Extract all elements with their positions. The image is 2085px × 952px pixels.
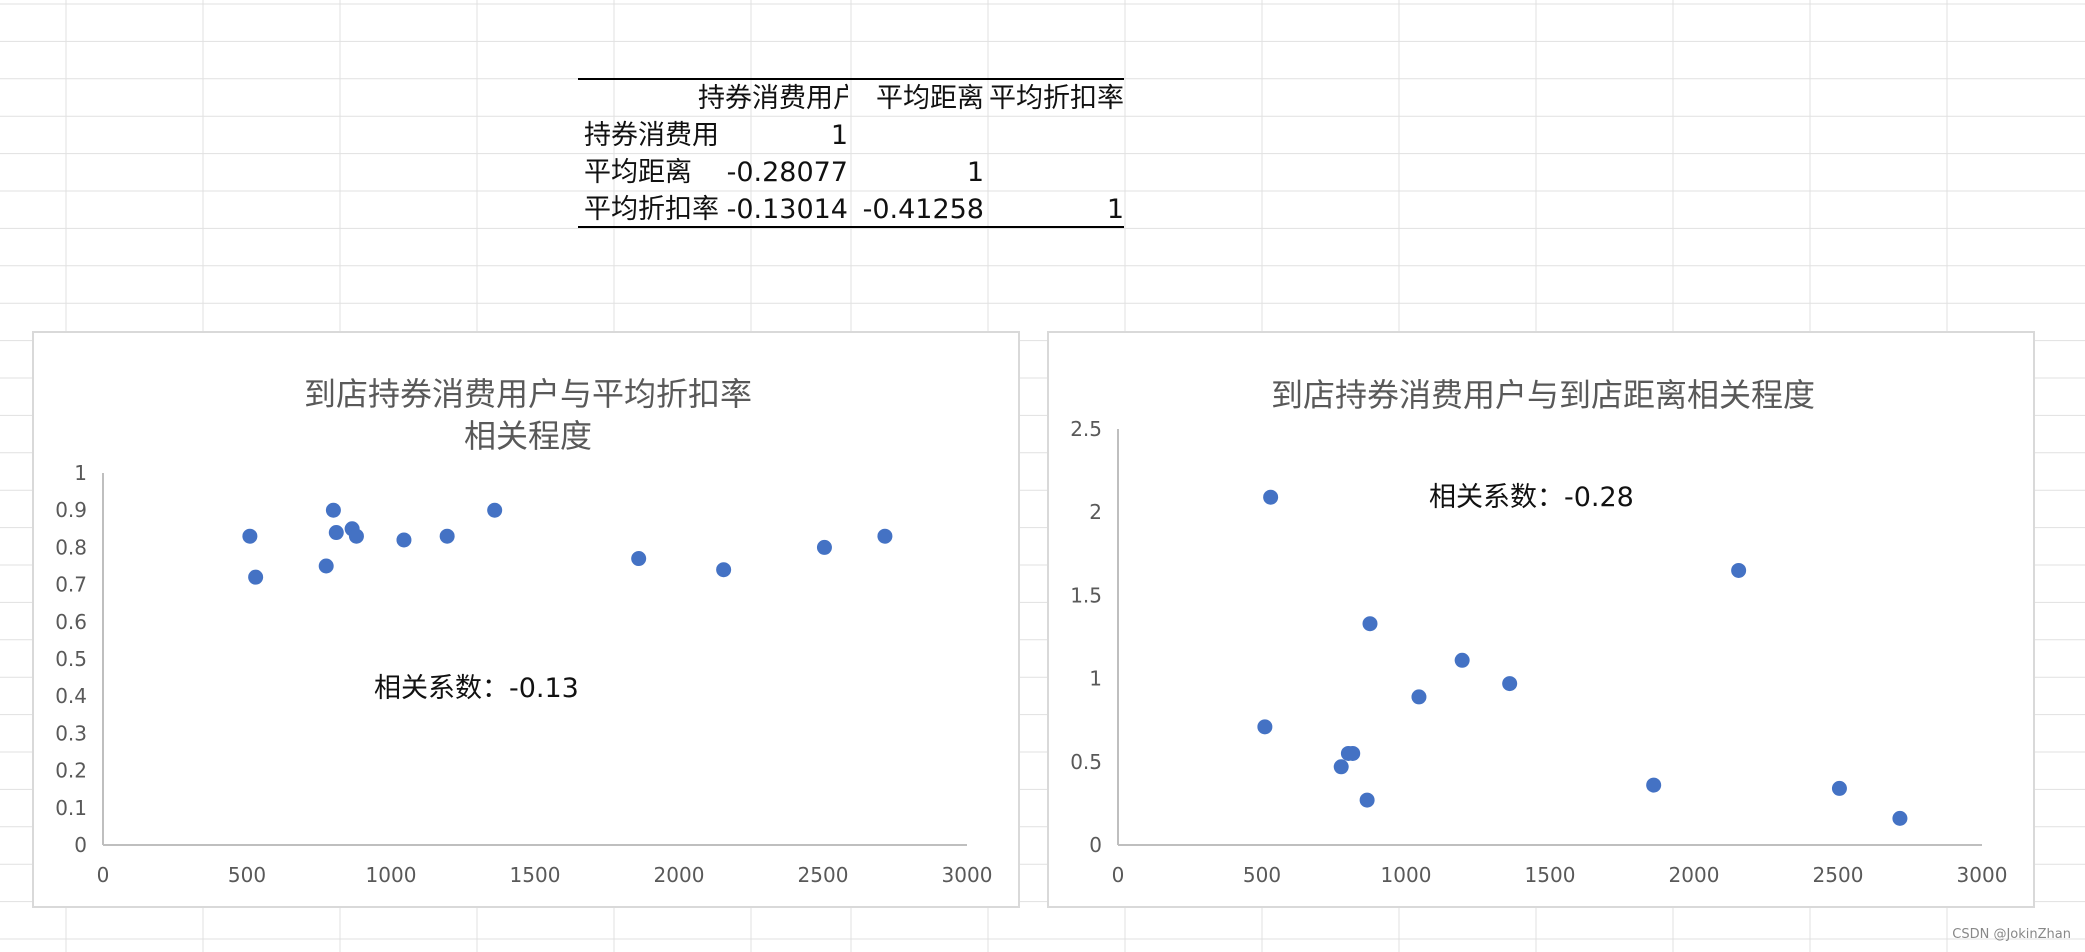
scatter-point[interactable] [816,539,832,555]
table-cell[interactable]: -0.28077 [726,157,848,188]
table-row-label-discount[interactable]: 平均折扣率 [584,194,718,225]
x-tick-label: 500 [1243,863,1281,887]
chart-title: 到店持券消费用户与平均折扣率 [304,375,752,413]
scatter-point[interactable] [1454,652,1470,668]
x-tick-label: 500 [228,863,266,887]
table-header-users[interactable]: 持券消费用户 [698,83,848,114]
scatter-point[interactable] [1362,616,1378,632]
scatter-point[interactable] [318,558,334,574]
y-tick-label: 0.7 [55,573,87,597]
scatter-point[interactable] [1263,489,1279,505]
table-header-distance[interactable]: 平均距离 [876,83,984,114]
y-tick-label: 1 [74,461,87,485]
chart-svg: 到店持券消费用户与到店距离相关程度 0 500 1000 1500 2000 2500 300… [1070,376,2008,887]
x-tick-label: 2000 [654,863,705,887]
y-tick-label: 0.6 [55,610,87,634]
x-tick-label: 3000 [1957,863,2008,887]
y-tick-label: 2 [1089,500,1102,524]
chart-discount-correlation[interactable]: 到店持券消费用户与平均折扣率 相关程度 0 500 1000 1500 2000 2500 30… [32,331,1020,908]
x-tick-label: 2000 [1669,863,1720,887]
scatter-point[interactable] [877,528,893,544]
scatter-point[interactable] [248,569,264,585]
table-cell[interactable]: -0.41258 [862,194,984,225]
scatter-point[interactable] [487,502,503,518]
x-tick-label: 1000 [366,863,417,887]
x-tick-label: 1500 [510,863,561,887]
scatter-point[interactable] [1831,780,1847,796]
y-tick-label: 2.5 [1070,417,1102,441]
correlation-annotation: 相关系数：-0.13 [374,673,579,704]
scatter-point[interactable] [328,525,344,541]
table-cell[interactable]: -0.13014 [726,194,848,225]
y-tick-label: 0.1 [55,796,87,820]
chart-title: 相关程度 [464,417,592,455]
y-tick-label: 0 [74,833,87,857]
table-borders [578,78,1124,228]
scatter-point[interactable] [1359,792,1375,808]
scatter-point[interactable] [242,528,258,544]
y-tick-label: 0 [1089,833,1102,857]
y-tick-label: 1 [1089,667,1102,691]
scatter-point[interactable] [716,562,732,578]
x-tick-label: 0 [1112,863,1125,887]
x-tick-label: 1500 [1525,863,1576,887]
scatter-point[interactable] [1345,745,1361,761]
chart-distance-correlation[interactable]: 到店持券消费用户与到店距离相关程度 0 500 1000 1500 2000 2500 300… [1047,331,2035,908]
watermark: CSDN @JokinZhan [1952,927,2071,942]
y-tick-label: 0.2 [55,759,87,783]
y-tick-label: 0.3 [55,721,87,745]
x-tick-label: 0 [97,863,110,887]
scatter-point[interactable] [348,528,364,544]
scatter-point[interactable] [631,551,647,567]
table-row-label-distance[interactable]: 平均距离 [584,157,692,188]
y-tick-label: 0.8 [55,535,87,559]
scatter-point[interactable] [1646,777,1662,793]
table-cell[interactable]: 1 [1106,194,1124,225]
scatter-point[interactable] [1411,689,1427,705]
table-cell[interactable]: 1 [966,157,984,188]
scatter-point[interactable] [325,502,341,518]
y-tick-label: 0.5 [1070,750,1102,774]
x-tick-label: 2500 [798,863,849,887]
y-tick-label: 0.5 [55,647,87,671]
scatter-point[interactable] [1257,719,1273,735]
x-tick-label: 2500 [1813,863,1864,887]
table-header-discount[interactable]: 平均折扣率 [989,83,1124,114]
y-tick-label: 0.4 [55,684,87,708]
x-tick-label: 1000 [1381,863,1432,887]
scatter-point[interactable] [1731,562,1747,578]
correlation-annotation: 相关系数：-0.28 [1429,482,1634,513]
table-cell[interactable]: 1 [830,120,848,151]
scatter-point[interactable] [1502,676,1518,692]
y-tick-label: 1.5 [1070,583,1102,607]
chart-title: 到店持券消费用户与到店距离相关程度 [1271,376,1815,414]
scatter-point[interactable] [439,528,455,544]
y-tick-label: 0.9 [55,498,87,522]
x-tick-label: 3000 [942,863,993,887]
scatter-point[interactable] [1333,759,1349,775]
scatter-point[interactable] [1892,810,1908,826]
correlation-table: 持券消费用户 平均距离 平均折扣率 持券消费用户 1 平均距离 -0.28077… [578,78,1124,228]
table-row-label-users[interactable]: 持券消费用户 [584,120,718,151]
scatter-point[interactable] [396,532,412,548]
